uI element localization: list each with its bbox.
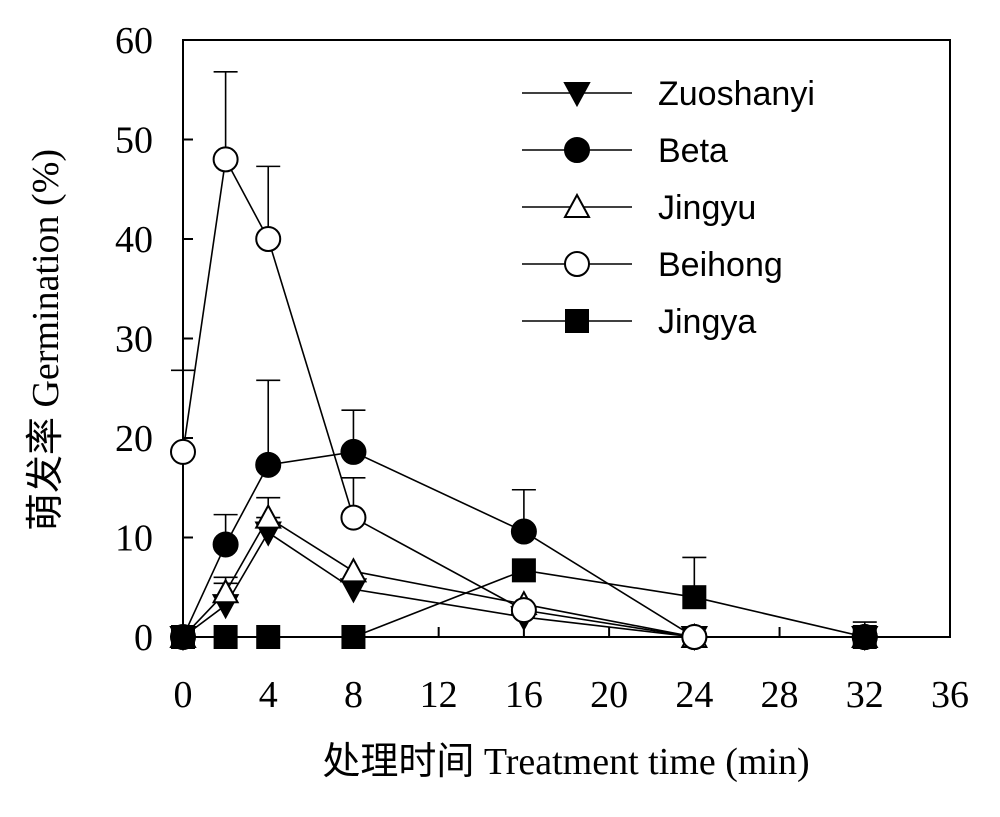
data-point [256, 625, 281, 649]
x-axis-title: 处理时间 Treatment time (min) [322, 741, 809, 783]
x-tick-label: 32 [846, 674, 884, 716]
data-point [852, 625, 877, 649]
data-point [254, 503, 282, 529]
data-point [340, 504, 367, 531]
data-point [212, 146, 239, 173]
x-tick-label: 20 [590, 674, 628, 716]
y-axis: 0 10 20 30 40 50 60 [115, 20, 193, 659]
data-point [681, 624, 708, 650]
legend-label: Beihong [658, 246, 783, 284]
error-bars-beihong [171, 71, 366, 518]
legend-label: Beta [658, 132, 728, 170]
series-points-jingya [171, 558, 877, 649]
x-tick-label: 16 [505, 674, 543, 716]
data-point [340, 438, 367, 465]
y-tick-label: 40 [115, 219, 153, 261]
data-point [212, 531, 239, 558]
legend: Zuoshanyi Beta Jingyu Beihong Jingya [522, 75, 815, 341]
x-tick-label: 12 [420, 674, 458, 716]
x-tick-label: 8 [344, 674, 363, 716]
y-tick-label: 10 [115, 518, 153, 560]
legend-label: Jingya [658, 303, 756, 341]
x-axis: 0 4 8 12 16 20 24 28 32 36 [174, 627, 969, 716]
series-layer [169, 71, 879, 652]
y-tick-label: 50 [115, 120, 153, 162]
legend-marker [563, 192, 591, 218]
x-tick-label: 36 [931, 674, 969, 716]
data-point [339, 557, 368, 583]
error-bars-beta [213, 379, 877, 637]
x-tick-label: 28 [761, 674, 799, 716]
legend-label: Zuoshanyi [658, 75, 815, 113]
data-point [510, 518, 537, 545]
legend-marker [565, 309, 589, 333]
y-tick-label: 20 [115, 418, 153, 460]
data-point [171, 625, 195, 649]
legend-marker [563, 82, 591, 108]
data-point [341, 625, 366, 649]
x-tick-label: 0 [174, 674, 193, 716]
y-tick-label: 60 [115, 20, 153, 62]
data-point [213, 625, 238, 649]
legend-label: Jingyu [658, 189, 756, 227]
data-point [682, 585, 707, 610]
legend-marker [564, 137, 590, 163]
data-point [255, 226, 282, 252]
x-tick-label: 4 [259, 674, 278, 716]
data-point [170, 438, 196, 465]
y-tick-label: 30 [115, 319, 153, 361]
data-point [510, 597, 537, 624]
data-point [211, 578, 240, 604]
data-point [255, 451, 282, 478]
data-point [511, 558, 536, 583]
y-tick-label: 0 [134, 617, 153, 659]
x-tick-label: 24 [675, 674, 713, 716]
legend-marker [564, 251, 590, 277]
y-axis-title: 萌发率 Germination (%) [25, 149, 67, 531]
